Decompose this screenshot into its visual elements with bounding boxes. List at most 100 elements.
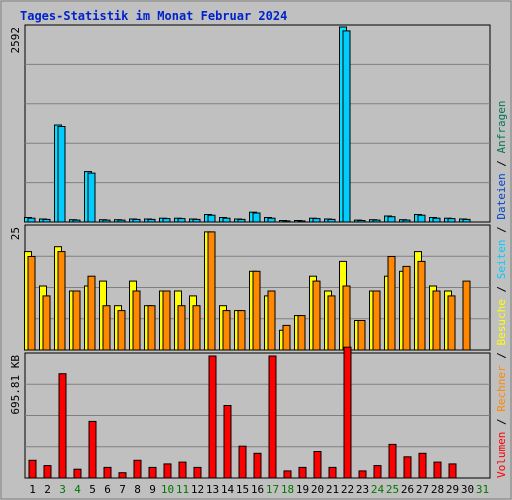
bar-rechner-day-11: [177, 305, 186, 351]
x-label-day-26: 26: [401, 483, 414, 496]
bar-rechner-day-29: [447, 295, 456, 351]
x-label-day-15: 15: [236, 483, 249, 496]
bar-rechner-day-18: [282, 324, 291, 351]
bar-rechner-day-16: [252, 270, 261, 351]
legend-separator: /: [495, 412, 508, 432]
bar-dateien-day-22: [342, 30, 351, 223]
bar-rechner-day-21: [327, 295, 336, 351]
bar-rechner-day-1: [27, 256, 36, 351]
legend-text: Volumen / Rechner / Besuche / Seiten / D…: [495, 100, 508, 478]
x-label-day-2: 2: [44, 483, 51, 496]
bar-dateien-day-24: [372, 219, 381, 223]
bar-rechner-day-17: [267, 290, 276, 351]
bar-dateien-day-3: [57, 126, 66, 223]
x-label-day-14: 14: [221, 483, 235, 496]
bar-rechner-day-8: [132, 290, 141, 351]
bar-volumen-day-10: [163, 463, 172, 479]
bar-rechner-day-6: [102, 305, 111, 351]
bar-dateien-day-5: [87, 172, 96, 223]
bar-volumen-day-15: [238, 445, 247, 479]
y-max-label-anfragen_dateien: 2592: [9, 27, 22, 54]
bar-volumen-day-9: [148, 466, 157, 479]
x-label-day-30: 30: [461, 483, 474, 496]
x-label-day-16: 16: [251, 483, 264, 496]
bar-dateien-day-2: [42, 218, 51, 223]
panel-frame-anfragen_dateien: [24, 24, 491, 223]
legend-separator: /: [495, 153, 508, 173]
bar-dateien-day-25: [387, 216, 396, 223]
x-axis-day-labels: 1 2 3 4 5 6 7 8 9 10 11 12 13 14 15 16 17 18 19 20 21 22 23 24 2…: [29, 483, 489, 496]
bar-rechner-day-3: [57, 251, 66, 351]
x-label-day-6: 6: [104, 483, 111, 496]
x-label-day-3: 3: [59, 483, 66, 496]
bar-dateien-day-18: [282, 220, 291, 223]
bar-volumen-day-20: [313, 451, 322, 479]
x-label-day-31: 31: [476, 483, 489, 496]
bar-dateien-day-7: [117, 219, 126, 223]
x-label-day-21: 21: [326, 483, 339, 496]
bar-volumen-day-2: [43, 465, 52, 479]
bar-dateien-day-15: [237, 218, 246, 223]
bar-volumen-day-17: [268, 355, 277, 479]
x-label-day-13: 13: [206, 483, 219, 496]
bar-volumen-day-12: [193, 466, 202, 479]
y-max-label-volumen: 695.81 KB: [9, 355, 22, 415]
bar-volumen-day-29: [448, 463, 457, 479]
bar-rechner-day-14: [222, 310, 231, 351]
x-label-day-5: 5: [89, 483, 96, 496]
x-label-day-25: 25: [386, 483, 399, 496]
bar-volumen-day-5: [88, 420, 97, 479]
bar-volumen-day-26: [403, 456, 412, 479]
bar-dateien-day-26: [402, 219, 411, 223]
x-label-day-23: 23: [356, 483, 369, 496]
bar-volumen-day-16: [253, 452, 262, 479]
bar-dateien-day-11: [177, 218, 186, 223]
legend-separator: /: [495, 279, 508, 299]
chart-legend: Volumen / Rechner / Besuche / Seiten / D…: [495, 100, 508, 478]
x-label-day-27: 27: [416, 483, 429, 496]
x-label-day-12: 12: [191, 483, 204, 496]
legend-item-seiten: Seiten: [495, 240, 508, 280]
bar-dateien-day-23: [357, 220, 366, 223]
bar-dateien-day-10: [162, 218, 171, 223]
bar-rechner-day-30: [462, 280, 471, 351]
bar-dateien-day-17: [267, 217, 276, 223]
x-label-day-10: 10: [161, 483, 174, 496]
bar-rechner-day-27: [417, 260, 426, 351]
bar-dateien-day-20: [312, 218, 321, 223]
chart-title: Tages-Statistik im Monat Februar 2024: [20, 9, 287, 23]
x-label-day-17: 17: [266, 483, 279, 496]
bar-volumen-day-22: [343, 346, 352, 479]
bar-volumen-day-25: [388, 443, 397, 479]
bar-volumen-day-11: [178, 461, 187, 479]
bar-dateien-day-13: [207, 214, 216, 223]
bar-volumen-day-18: [283, 470, 292, 479]
bar-volumen-day-3: [58, 373, 67, 479]
bar-volumen-day-27: [418, 452, 427, 479]
bar-dateien-day-12: [192, 218, 201, 223]
bar-dateien-day-9: [147, 218, 156, 223]
bar-dateien-day-28: [432, 217, 441, 223]
legend-item-dateien: Dateien: [495, 173, 508, 219]
x-label-day-18: 18: [281, 483, 294, 496]
bar-rechner-day-2: [42, 295, 51, 351]
x-label-day-9: 9: [149, 483, 156, 496]
bar-dateien-day-8: [132, 218, 141, 223]
bar-dateien-day-27: [417, 214, 426, 223]
bar-rechner-day-15: [237, 310, 246, 351]
legend-separator: /: [495, 220, 508, 240]
y-max-label-besuche_rechner: 25: [9, 227, 22, 240]
x-label-day-11: 11: [176, 483, 189, 496]
bar-rechner-day-13: [207, 231, 216, 351]
x-label-day-1: 1: [29, 483, 36, 496]
x-label-day-7: 7: [119, 483, 126, 496]
bar-dateien-day-14: [222, 217, 231, 223]
bar-volumen-day-24: [373, 465, 382, 479]
legend-item-rechner: Rechner: [495, 365, 508, 412]
legend-item-anfragen: Anfragen: [495, 100, 508, 153]
bar-dateien-day-16: [252, 212, 261, 223]
bar-volumen-day-4: [73, 468, 82, 479]
y-axis-labels: 2592 25 695.81 KB: [9, 27, 22, 415]
